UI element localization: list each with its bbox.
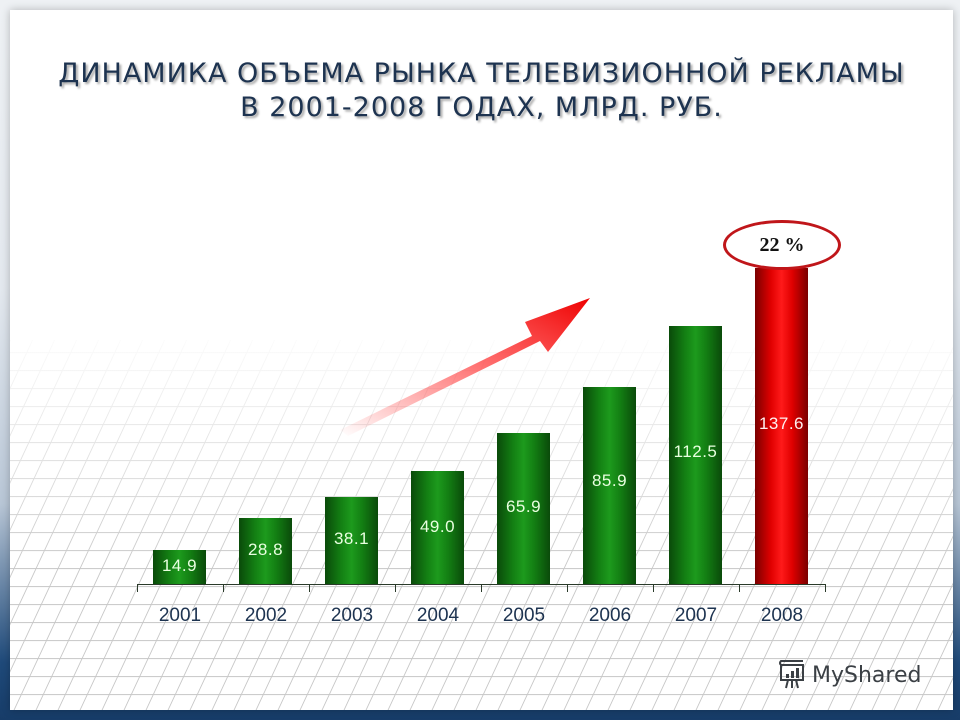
growth-callout-ellipse: 22 % — [723, 220, 841, 270]
x-axis-label: 2001 — [158, 605, 202, 626]
title-line-1: ДИНАМИКА ОБЪЕМА РЫНКА ТЕЛЕВИЗИОННОЙ РЕКЛ… — [58, 58, 905, 89]
x-axis-tick — [825, 584, 826, 592]
bar-2006: 85.9 — [583, 387, 636, 584]
bar-value-label: 49.0 — [419, 517, 456, 536]
bar-value-label: 28.8 — [247, 540, 284, 559]
bar-value-label: 65.9 — [505, 497, 542, 516]
presentation-board-icon — [779, 660, 804, 689]
x-axis-tick — [137, 584, 138, 592]
bar-value-label: 85.9 — [591, 471, 628, 490]
bar-2005: 65.9 — [497, 433, 550, 584]
x-axis-tick — [567, 584, 568, 592]
x-axis-tick — [395, 584, 396, 592]
bar-value-label: 137.6 — [758, 414, 805, 433]
x-axis-label: 2008 — [760, 605, 804, 626]
slide-frame: ДИНАМИКА ОБЪЕМА РЫНКА ТЕЛЕВИЗИОННОЙ РЕКЛ… — [10, 10, 953, 710]
chart-title: ДИНАМИКА ОБЪЕМА РЫНКА ТЕЛЕВИЗИОННОЙ РЕКЛ… — [10, 57, 953, 125]
x-axis-tick — [739, 584, 740, 592]
title-line-2: В 2001-2008 ГОДАХ, МЛРД. РУБ. — [240, 92, 723, 123]
x-axis-label: 2002 — [244, 605, 288, 626]
bar-value-label: 112.5 — [673, 442, 718, 461]
trend-arrow-icon — [340, 298, 590, 436]
watermark: MyShared — [778, 660, 921, 690]
x-axis-label: 2005 — [502, 605, 546, 626]
bar-value-label: 38.1 — [333, 529, 370, 548]
bar-value-label: 14.9 — [161, 556, 198, 575]
x-axis-tick — [223, 584, 224, 592]
x-axis-label: 2006 — [588, 605, 632, 626]
x-axis-label: 2004 — [416, 605, 460, 626]
bar-2004: 49.0 — [411, 471, 464, 584]
bar-2008-highlighted: 137.6 — [755, 268, 808, 584]
bar-2002: 28.8 — [239, 518, 292, 584]
x-axis-label: 2003 — [330, 605, 374, 626]
bar-2001: 14.9 — [153, 550, 206, 584]
x-axis-tick — [481, 584, 482, 592]
x-axis-label: 2007 — [674, 605, 718, 626]
watermark-text: MyShared — [812, 662, 922, 688]
bar-2007: 112.5 — [669, 326, 722, 584]
bar-2003: 38.1 — [325, 497, 378, 584]
x-axis-tick — [653, 584, 654, 592]
x-axis-tick — [309, 584, 310, 592]
